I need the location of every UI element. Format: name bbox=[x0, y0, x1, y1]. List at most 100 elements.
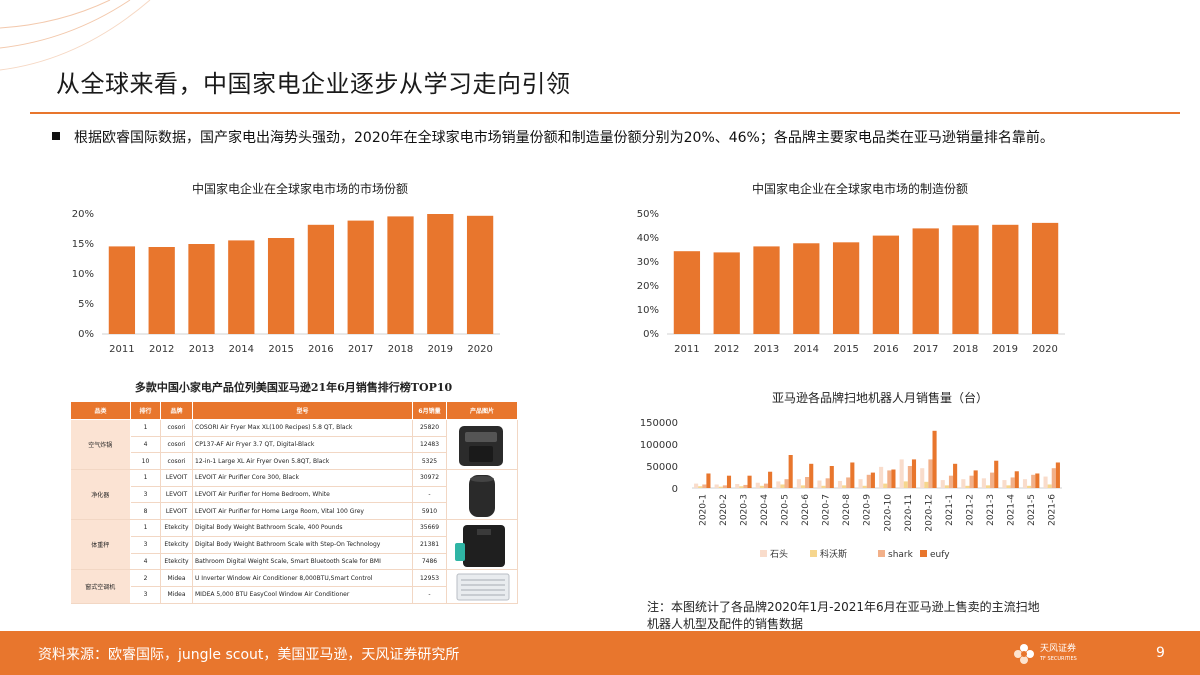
bar-石头 bbox=[776, 481, 781, 488]
bar-石头 bbox=[940, 480, 945, 488]
table-row: 净化器 1 LEVOIT LEVOIT Air Purifier Core 30… bbox=[70, 469, 518, 521]
y-tick-label: 20% bbox=[72, 209, 94, 220]
bar-eufy bbox=[1035, 473, 1040, 488]
bar-科沃斯 bbox=[1047, 484, 1052, 488]
logo-title: 天风证券 bbox=[1040, 644, 1077, 654]
table-row: 3 Midea MIDEA 5,000 BTU EasyCool Window … bbox=[71, 586, 518, 604]
y-tick-label: 10% bbox=[72, 269, 94, 280]
x-tick-label: 2019 bbox=[993, 344, 1018, 355]
bar bbox=[188, 244, 215, 334]
x-tick-label: 2013 bbox=[189, 344, 214, 355]
x-tick-label: 2019 bbox=[428, 344, 453, 355]
bar-eufy bbox=[809, 463, 814, 488]
bar bbox=[793, 243, 820, 334]
x-tick-label: 2020-4 bbox=[760, 494, 770, 526]
bar-科沃斯 bbox=[883, 483, 888, 488]
table-row: 4 cosori CP137-AF Air Fryer 3.7 QT, Digi… bbox=[71, 436, 518, 454]
bar-石头 bbox=[879, 466, 884, 488]
brand-cell: Midea bbox=[160, 586, 193, 604]
bar-科沃斯 bbox=[1006, 485, 1011, 488]
tf-securities-logo: 天风证券 TF SECURITIES bbox=[1012, 642, 1077, 666]
bar-石头 bbox=[961, 479, 966, 488]
table-row: 3 LEVOIT LEVOIT Air Purifier for Home Be… bbox=[71, 486, 518, 504]
chart1-title: 中国家电企业在全球家电市场的市场份额 bbox=[191, 182, 408, 196]
table-row: 窗式空调机 2 Midea U Inverter Window Air Cond… bbox=[70, 569, 518, 604]
brand-cell: LEVOIT bbox=[160, 502, 193, 521]
bar-shark bbox=[763, 483, 769, 488]
bar-石头 bbox=[714, 484, 719, 488]
legend-swatch bbox=[810, 550, 817, 557]
table-title: 多款中国小家电产品位列美国亚马逊21年6月销售排行榜TOP10 bbox=[134, 381, 453, 394]
model-cell: 12-in-1 Large XL Air Fryer Oven 5.8QT, B… bbox=[192, 452, 413, 471]
x-tick-label: 2020-10 bbox=[883, 494, 893, 532]
model-cell: LEVOIT Air Purifier for Home Large Room,… bbox=[192, 502, 413, 521]
legend-swatch bbox=[920, 550, 927, 557]
x-tick-label: 2020-9 bbox=[863, 494, 873, 526]
bar-shark bbox=[990, 472, 995, 488]
y-tick-label: 0 bbox=[672, 484, 678, 495]
x-tick-label: 2020-8 bbox=[842, 494, 852, 526]
bar-eufy bbox=[788, 455, 793, 488]
rank-cell: 1 bbox=[130, 519, 161, 537]
table-row: 10 cosori 12-in-1 Large XL Air Fryer Ove… bbox=[71, 452, 518, 471]
legend-label: 石头 bbox=[770, 549, 788, 560]
bar bbox=[387, 216, 414, 334]
category-cell: 净化器 bbox=[70, 469, 131, 521]
brand-cell: Etekcity bbox=[160, 553, 193, 571]
air-conditioner-icon bbox=[456, 573, 510, 601]
model-cell: U Inverter Window Air Conditioner 8,000B… bbox=[192, 569, 413, 587]
bar bbox=[992, 224, 1019, 334]
model-cell: COSORI Air Fryer Max XL(100 Recipes) 5.8… bbox=[192, 419, 413, 437]
bar bbox=[832, 242, 860, 334]
sales-cell: - bbox=[412, 586, 447, 604]
bar-eufy bbox=[953, 463, 958, 488]
bullet-point: 根据欧睿国际数据，国产家电出海势头强劲，2020年在全球家电市场销量份额和制造量… bbox=[52, 127, 1054, 147]
x-tick-label: 2021-2 bbox=[966, 494, 976, 526]
bar-eufy bbox=[706, 473, 711, 488]
bar-石头 bbox=[1002, 480, 1007, 488]
bar-eufy bbox=[850, 462, 855, 488]
rank-cell: 8 bbox=[130, 502, 161, 521]
brand-cell: LEVOIT bbox=[160, 486, 193, 504]
bar-科沃斯 bbox=[842, 485, 847, 488]
chart3-title: 亚马逊各品牌扫地机器人月销售量（台） bbox=[771, 391, 988, 405]
sales-cell: 25820 bbox=[412, 419, 447, 437]
y-tick-label: 30% bbox=[637, 257, 659, 268]
bar-石头 bbox=[1022, 479, 1028, 488]
header-brand: 品牌 bbox=[160, 401, 193, 420]
scale-icon bbox=[455, 525, 505, 568]
x-tick-label: 2014 bbox=[229, 344, 254, 355]
model-cell: Bathroom Digital Weight Scale, Smart Blu… bbox=[192, 553, 413, 571]
x-tick-label: 2020-6 bbox=[801, 494, 811, 526]
logo-subtitle: TF SECURITIES bbox=[1040, 656, 1077, 662]
x-tick-label: 2012 bbox=[149, 344, 174, 355]
air-fryer-icon bbox=[459, 426, 503, 466]
legend-swatch bbox=[760, 550, 767, 557]
brand-cell: Etekcity bbox=[160, 536, 193, 554]
bar-shark bbox=[805, 477, 810, 488]
bar-shark bbox=[969, 475, 974, 488]
x-tick-label: 2020-12 bbox=[924, 494, 934, 532]
corner-decoration bbox=[0, 0, 151, 71]
rank-cell: 10 bbox=[130, 452, 161, 471]
bar-科沃斯 bbox=[903, 481, 908, 488]
y-tick-label: 0% bbox=[643, 329, 659, 340]
model-cell: Digital Body Weight Bathroom Scale with … bbox=[192, 536, 413, 554]
header-sales: 6月销量 bbox=[412, 401, 447, 420]
header-model: 型号 bbox=[192, 401, 413, 420]
bar-eufy bbox=[1014, 471, 1019, 488]
bar-科沃斯 bbox=[1027, 485, 1032, 488]
bar-shark bbox=[1031, 474, 1036, 488]
y-tick-label: 5% bbox=[78, 299, 94, 310]
header-category: 品类 bbox=[70, 401, 131, 420]
y-tick-label: 100000 bbox=[640, 440, 678, 451]
brand-cell: LEVOIT bbox=[160, 469, 193, 487]
chart2-title: 中国家电企业在全球家电市场的制造份额 bbox=[751, 182, 968, 196]
legend-label: eufy bbox=[930, 550, 950, 560]
header-rank: 排行 bbox=[130, 401, 161, 420]
x-tick-label: 2014 bbox=[794, 344, 819, 355]
table-header-row: 品类 排行 品牌 型号 6月销量 产品图片 bbox=[70, 401, 518, 420]
x-tick-label: 2021-1 bbox=[945, 494, 955, 526]
bar bbox=[912, 228, 939, 334]
bar-shark bbox=[866, 474, 871, 488]
